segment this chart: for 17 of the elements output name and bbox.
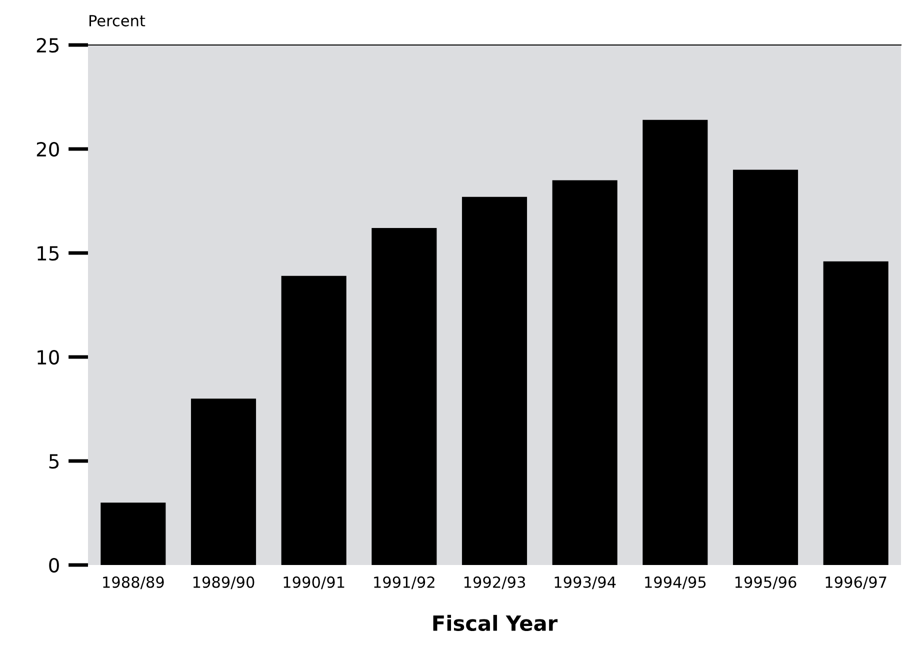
x-tick-label: 1990/91 bbox=[284, 576, 344, 590]
x-tick-label: 1994/95 bbox=[645, 576, 706, 590]
y-tick-label: 5 bbox=[49, 454, 59, 469]
x-axis-title: Fiscal Year bbox=[433, 614, 558, 632]
x-tick-label: 1991/92 bbox=[374, 576, 434, 590]
y-tick-label: 10 bbox=[38, 350, 59, 365]
y-tick-label: 0 bbox=[49, 558, 59, 573]
x-tick-label: 1995/96 bbox=[735, 576, 796, 590]
x-tick-label: 1988/89 bbox=[103, 576, 164, 590]
y-tick-label: 15 bbox=[38, 246, 59, 261]
y-tick-label: 25 bbox=[36, 38, 59, 53]
x-tick-label: 1993/94 bbox=[554, 576, 616, 590]
x-tick-label: 1992/93 bbox=[464, 576, 526, 590]
x-tick-label: 1989/90 bbox=[193, 576, 254, 590]
y-tick-label: 20 bbox=[36, 142, 59, 157]
x-tick-label: 1996/97 bbox=[826, 576, 886, 590]
y-axis-title: Percent bbox=[90, 15, 146, 26]
